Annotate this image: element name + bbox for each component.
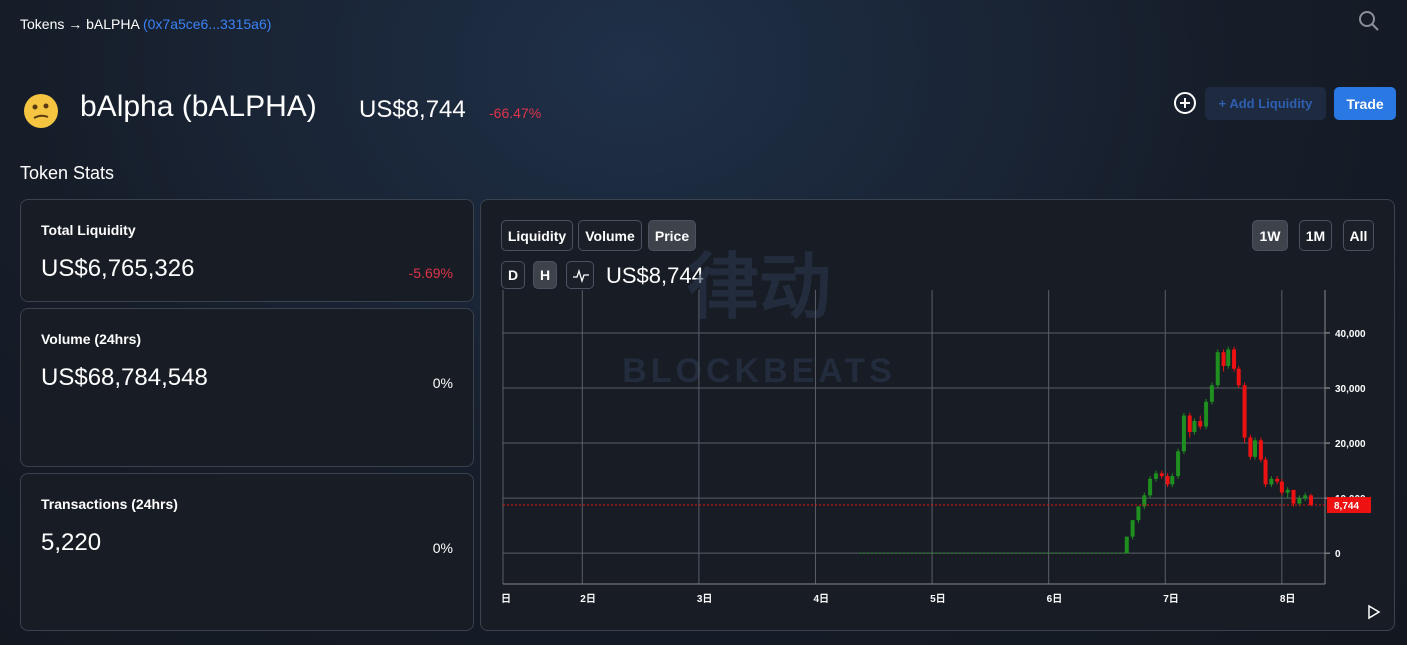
candle-body	[1176, 451, 1181, 477]
candle-body	[1124, 536, 1129, 554]
candle-body	[1248, 437, 1253, 457]
candle-body	[1309, 495, 1314, 506]
candle-body	[1159, 473, 1164, 477]
candle-body	[1226, 349, 1231, 366]
candle-body	[1153, 473, 1158, 479]
candle-body	[1192, 421, 1197, 433]
stat-value: 5,220	[41, 529, 102, 556]
play-icon[interactable]	[1367, 604, 1381, 620]
candle-body	[1279, 481, 1284, 493]
candle-body	[1204, 401, 1209, 427]
candle-body	[1263, 459, 1268, 485]
range-button[interactable]: 1W	[1252, 220, 1288, 251]
candle-body	[1269, 478, 1274, 485]
watermark-en: BLOCKBEATS	[622, 352, 896, 390]
stat-value: US$6,765,326	[41, 255, 195, 282]
candle-body	[1253, 440, 1258, 457]
stat-change: -5.69%	[408, 265, 453, 281]
candle-body	[1285, 489, 1290, 493]
stat-label: Volume (24hrs)	[41, 331, 142, 347]
stat-change: 0%	[432, 540, 453, 556]
y-tick-label: 40,000	[1335, 329, 1366, 340]
crumb-address[interactable]: (0x7a5ce6...3315a6)	[142, 16, 272, 32]
stat-card: Total Liquidity US$6,765,326 -5.69%	[20, 199, 474, 302]
candle-body	[1136, 506, 1141, 521]
price-badge	[1327, 497, 1371, 514]
candle-body	[1297, 498, 1302, 504]
tab-button[interactable]: Volume	[578, 220, 642, 251]
line-mode-button[interactable]	[566, 261, 594, 289]
mode-button[interactable]: D	[501, 261, 525, 289]
y-tick-label: 30,000	[1335, 384, 1366, 395]
price-badge-label: 8,744	[1334, 501, 1359, 512]
search-icon[interactable]	[1358, 10, 1380, 32]
x-tick-label: 8日	[1280, 593, 1296, 605]
candle-body	[1209, 385, 1214, 402]
candle-body	[1181, 415, 1186, 452]
x-tick-label: 2日	[580, 593, 596, 605]
tab-button[interactable]: Liquidity	[501, 220, 573, 251]
x-tick-label: 3日	[697, 593, 713, 605]
candle-body	[1236, 368, 1241, 386]
x-tick-label: 6日	[1047, 593, 1063, 605]
x-tick-label: 4日	[813, 593, 829, 605]
chart-price: US$8,744	[606, 263, 704, 288]
tab-button[interactable]: Price	[648, 220, 696, 251]
trade-button[interactable]: Trade	[1334, 87, 1396, 120]
section-title: Token Stats	[20, 163, 115, 183]
candle-body	[1258, 440, 1263, 460]
candle-body	[1275, 478, 1280, 482]
stat-value: US$68,784,548	[41, 364, 208, 391]
add-liquidity-button[interactable]: + Add Liquidity	[1205, 87, 1326, 120]
stat-change: 0%	[432, 375, 453, 391]
x-tick-label: 日	[501, 593, 511, 605]
breadcrumb: Tokens → bALPHA (0x7a5ce6...3315a6)	[20, 16, 271, 32]
add-icon[interactable]	[1173, 91, 1197, 115]
crumb-root[interactable]: Tokens	[20, 16, 65, 32]
chart-panel: Liquidity Volume Price 1W 1M All D H US$…	[480, 199, 1395, 631]
candle-body	[1242, 385, 1247, 438]
y-tick-label: 20,000	[1335, 439, 1366, 450]
candle-body	[1303, 495, 1308, 499]
candle-body	[1170, 476, 1175, 485]
x-tick-label: 7日	[1163, 593, 1179, 605]
token-price: US$8,744	[359, 96, 466, 123]
range-button[interactable]: All	[1343, 220, 1374, 251]
stat-label: Transactions (24hrs)	[41, 496, 178, 512]
candle-body	[1165, 476, 1170, 485]
stat-label: Total Liquidity	[41, 222, 136, 238]
candle-body	[1130, 520, 1135, 537]
crumb-token: bALPHA	[86, 16, 140, 32]
mode-button[interactable]: H	[533, 261, 557, 289]
token-name: bAlpha (bALPHA)	[80, 90, 317, 123]
candle-body	[1221, 352, 1226, 366]
price-change: -66.47%	[489, 105, 542, 121]
range-button[interactable]: 1M	[1299, 220, 1332, 251]
stat-card: Volume (24hrs) US$68,784,548 0%	[20, 308, 474, 467]
crumb-arrow: →	[68, 16, 83, 32]
candle-body	[1142, 495, 1147, 507]
candle-body	[1198, 421, 1203, 427]
token-icon	[24, 94, 58, 128]
chart: 律动 BLOCKBEATS 010,00020,00030,00040,000日…	[501, 248, 1371, 605]
candle-body	[1215, 352, 1220, 386]
y-tick-label: 0	[1335, 549, 1341, 560]
candle-body	[1232, 349, 1237, 369]
candle-body	[1291, 489, 1296, 504]
x-tick-label: 5日	[930, 593, 946, 605]
stat-card: Transactions (24hrs) 5,220 0%	[20, 473, 474, 631]
candle-body	[1148, 478, 1153, 496]
watermark-cn: 律动	[687, 248, 831, 328]
candle-body	[1187, 415, 1192, 433]
